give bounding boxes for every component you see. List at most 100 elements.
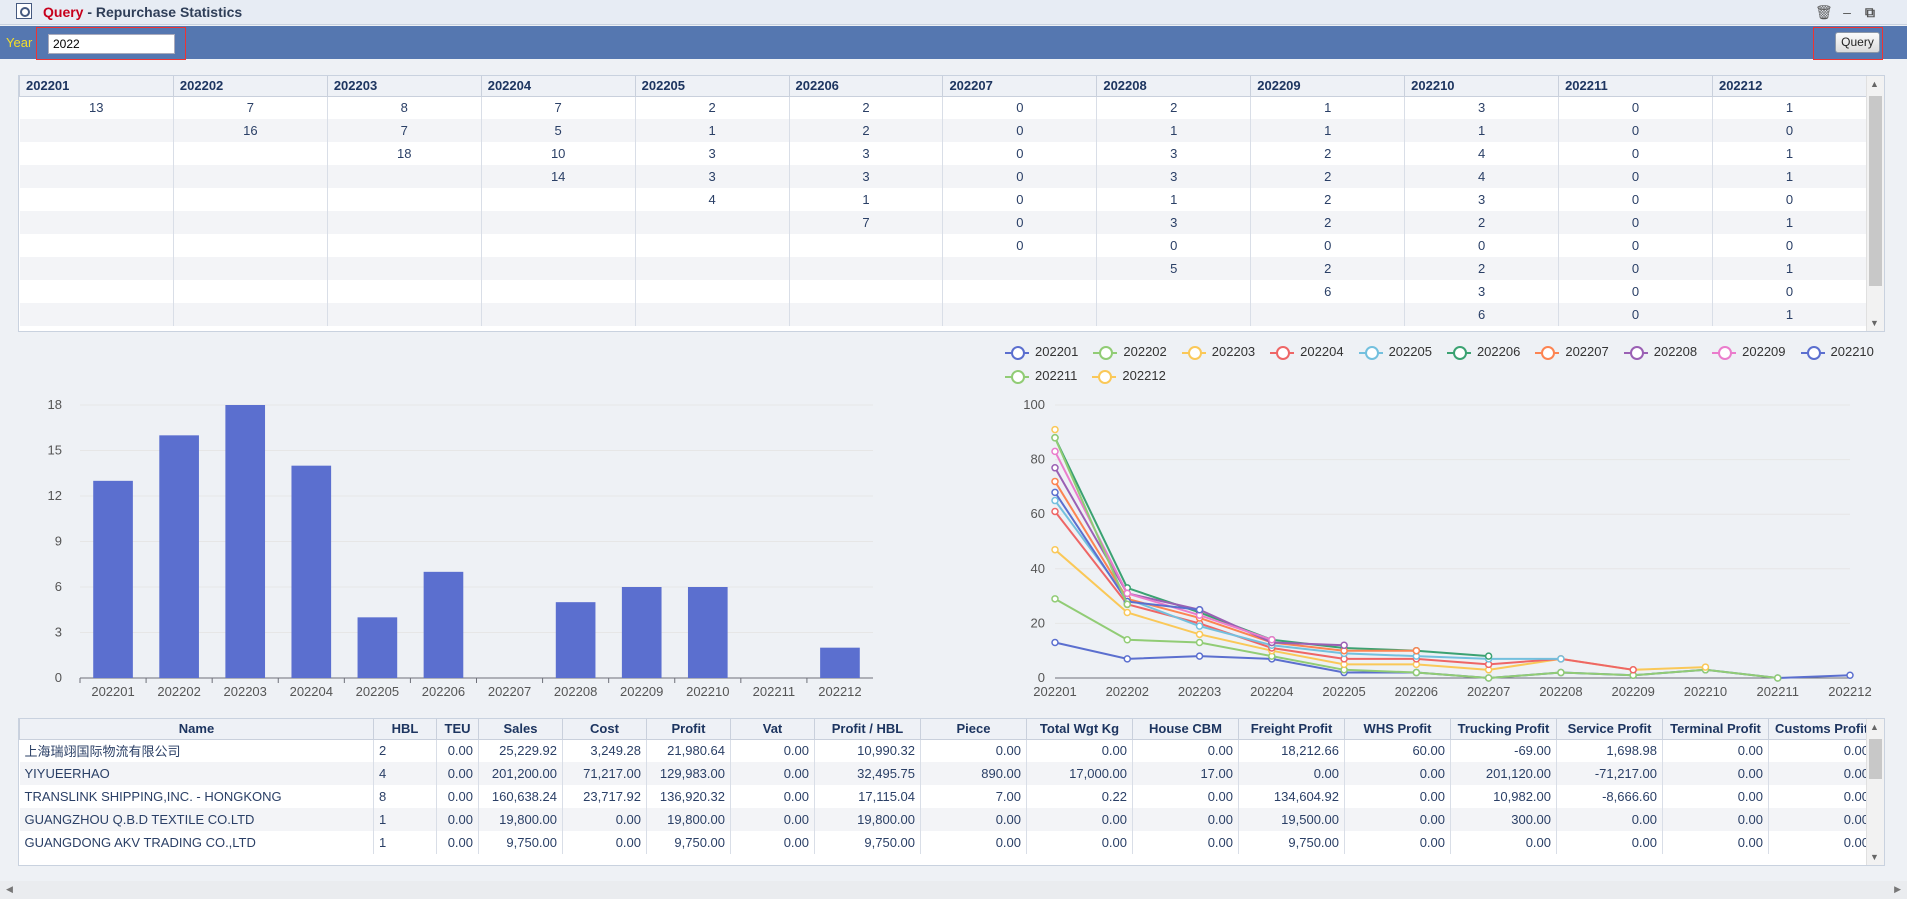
series-point[interactable]: [1051, 496, 1059, 505]
customer-header-cell[interactable]: Profit / HBL: [814, 719, 921, 740]
series-point[interactable]: [1340, 641, 1348, 649]
bar[interactable]: [291, 465, 332, 678]
customer-header-cell[interactable]: TEU: [436, 719, 479, 740]
legend-item[interactable]: 202207: [1535, 343, 1609, 361]
scroll-down-arrow-icon[interactable]: ▼: [1870, 852, 1879, 862]
series-point[interactable]: [1051, 488, 1059, 497]
scroll-right-arrow-icon[interactable]: ▶: [1894, 884, 1901, 894]
matrix-row[interactable]: 16 7 5 1 2 0 1 1 1 0 0: [19, 119, 1868, 142]
matrix-header-cell[interactable]: 202206: [788, 76, 944, 97]
bar[interactable]: [357, 617, 398, 678]
customer-header-cell[interactable]: Name: [19, 719, 374, 740]
customer-header-cell[interactable]: Terminal Profit: [1662, 719, 1769, 740]
legend-item[interactable]: 202203: [1181, 343, 1255, 361]
scroll-left-arrow-icon[interactable]: ◀: [6, 884, 13, 894]
series-point[interactable]: [1195, 638, 1204, 647]
series-point[interactable]: [1051, 545, 1059, 554]
customer-row[interactable]: TRANSLINK SHIPPING,INC. - HONGKONG 8 0.00 1…: [19, 785, 1875, 808]
customer-header-cell[interactable]: Service Profit: [1556, 719, 1663, 740]
matrix-header-cell[interactable]: 202201: [19, 76, 174, 97]
customer-row[interactable]: YIYUEERHAO 4 0.00 201,200.00 71,217.00 129,98…: [19, 762, 1875, 785]
customer-row[interactable]: GUANGZHOU Q.B.D TEXTILE CO.LTD 1 0.00 19,80…: [19, 808, 1875, 831]
customer-header-cell[interactable]: HBL: [373, 719, 437, 740]
series-point[interactable]: [1051, 507, 1059, 516]
horizontal-scrollbar[interactable]: ◀ ▶: [0, 881, 1907, 899]
legend-item[interactable]: 202208: [1623, 343, 1697, 361]
series-point[interactable]: [1051, 477, 1059, 486]
query-button[interactable]: Query: [1835, 32, 1880, 53]
bar[interactable]: [820, 647, 860, 678]
customer-header-cell[interactable]: Cost: [562, 719, 647, 740]
scroll-down-arrow-icon[interactable]: ▼: [1870, 318, 1879, 328]
matrix-header-cell[interactable]: 202212: [1711, 76, 1868, 97]
legend-item[interactable]: 202210: [1800, 343, 1874, 361]
series-point[interactable]: [1051, 638, 1059, 647]
series-line[interactable]: [1054, 548, 1706, 671]
matrix-header-cell[interactable]: 202208: [1096, 76, 1252, 97]
series-point[interactable]: [1773, 674, 1782, 682]
bar[interactable]: [225, 405, 266, 678]
customer-table-scrollbar[interactable]: ▲ ▼: [1866, 719, 1884, 865]
matrix-header-cell[interactable]: 202211: [1558, 76, 1713, 97]
matrix-header-cell[interactable]: 202207: [942, 76, 1098, 97]
series-line[interactable]: [1054, 437, 1129, 605]
series-point[interactable]: [1195, 630, 1204, 639]
series-point[interactable]: [1195, 652, 1204, 660]
bar[interactable]: [687, 587, 728, 678]
series-point[interactable]: [1051, 425, 1059, 434]
bar[interactable]: [159, 435, 199, 678]
series-point[interactable]: [1268, 636, 1276, 644]
bar[interactable]: [555, 602, 596, 678]
year-input[interactable]: [48, 34, 175, 54]
customer-header-cell[interactable]: WHS Profit: [1344, 719, 1451, 740]
customer-header-cell[interactable]: Trucking Profit: [1450, 719, 1557, 740]
series-point[interactable]: [1846, 671, 1854, 680]
matrix-header-cell[interactable]: 202205: [634, 76, 790, 97]
customer-header-cell[interactable]: Sales: [478, 719, 563, 740]
legend-item[interactable]: 202211: [1005, 367, 1077, 385]
series-point[interactable]: [1123, 636, 1132, 644]
series-line[interactable]: [1054, 499, 1561, 660]
customer-header-cell[interactable]: Customs Profit: [1768, 719, 1875, 740]
series-point[interactable]: [1051, 595, 1059, 603]
customer-header-cell[interactable]: House CBM: [1132, 719, 1239, 740]
customer-header-cell[interactable]: Piece: [920, 719, 1027, 740]
series-point[interactable]: [1629, 666, 1637, 674]
series-point[interactable]: [1051, 434, 1059, 442]
legend-item[interactable]: 202212: [1092, 367, 1166, 385]
legend-item[interactable]: 202204: [1270, 343, 1344, 361]
matrix-row[interactable]: 14 3 3 0 3 2 4 0 1: [19, 165, 1868, 188]
series-point[interactable]: [1484, 674, 1493, 682]
matrix-header-cell[interactable]: 202209: [1250, 76, 1406, 97]
series-point[interactable]: [1195, 622, 1204, 630]
matrix-header-cell[interactable]: 202204: [480, 76, 636, 97]
matrix-row[interactable]: 18 10 3 3 0 3 2 4 0 1: [19, 142, 1868, 165]
bar[interactable]: [423, 571, 464, 678]
bar[interactable]: [621, 587, 662, 678]
restore-icon[interactable]: ⧉: [1865, 4, 1875, 20]
customer-header-cell[interactable]: Profit: [646, 719, 731, 740]
scroll-up-arrow-icon[interactable]: ▲: [1870, 79, 1879, 89]
matrix-scrollbar[interactable]: ▲ ▼: [1866, 76, 1884, 331]
customer-header-cell[interactable]: Total Wgt Kg: [1026, 719, 1133, 740]
customer-row[interactable]: GUANGDONG AKV TRADING CO.,LTD 1 0.00 9,750.…: [19, 831, 1875, 854]
legend-item[interactable]: 202209: [1712, 343, 1786, 361]
customer-header-cell[interactable]: Vat: [730, 719, 815, 740]
customer-row[interactable]: 上海瑞翊国际物流有限公司 2 0.00 25,229.92 3,249.28 21,980…: [19, 739, 1875, 762]
series-point[interactable]: [1484, 652, 1493, 660]
minimize-icon[interactable]: –: [1843, 4, 1851, 20]
scroll-thumb[interactable]: [1869, 96, 1882, 286]
trash-icon[interactable]: 🗑: [1815, 4, 1833, 20]
series-point[interactable]: [1123, 600, 1132, 609]
matrix-header-cell[interactable]: 202202: [172, 76, 328, 97]
legend-item[interactable]: 202206: [1446, 343, 1520, 361]
series-line[interactable]: [1054, 480, 1417, 652]
series-point[interactable]: [1412, 668, 1421, 677]
series-point[interactable]: [1701, 663, 1710, 671]
series-point[interactable]: [1412, 646, 1421, 655]
